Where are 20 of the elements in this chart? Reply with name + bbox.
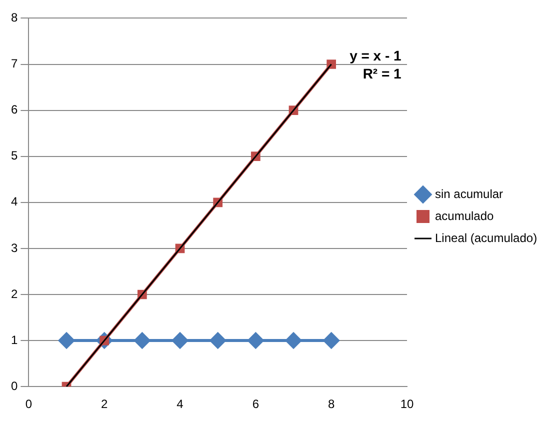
legend-label: Lineal (acumulado)	[435, 230, 538, 245]
y-tick-label: 0	[10, 378, 18, 393]
x-tick-label: 6	[252, 397, 260, 412]
y-tick-label: 4	[10, 194, 18, 209]
y-tick-label: 6	[10, 102, 18, 117]
y-tick-label: 7	[10, 56, 18, 71]
x-tick-label: 2	[100, 397, 108, 412]
x-tick-label: 4	[176, 397, 184, 412]
y-tick-label: 3	[10, 240, 18, 255]
y-tick-label: 2	[10, 286, 18, 301]
legend-label: acumulado	[435, 208, 494, 223]
y-tick-label: 1	[10, 332, 18, 347]
y-tick-label: 5	[10, 148, 18, 163]
annotation: y = x - 1	[350, 47, 402, 64]
y-tick-label: 8	[10, 10, 18, 25]
annotation: R² = 1	[362, 65, 402, 82]
legend-label: sin acumular	[435, 186, 504, 201]
x-tick-label: 0	[25, 397, 32, 412]
x-tick-label: 10	[400, 397, 414, 412]
x-tick-label: 8	[328, 397, 335, 412]
